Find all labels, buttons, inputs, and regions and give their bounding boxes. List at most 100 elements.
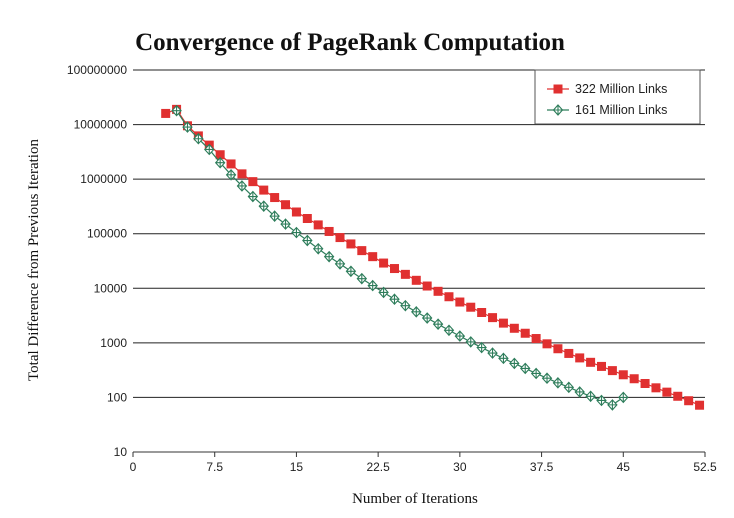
data-point [651,383,661,393]
y-tick-label: 1000000 [80,172,127,186]
data-point [553,344,563,354]
data-point [585,390,596,403]
data-point [443,324,455,337]
data-point [258,200,269,212]
data-point [433,286,443,296]
data-point [541,372,553,385]
data-point [312,242,324,255]
data-point [302,234,313,247]
data-point [368,252,378,262]
data-point [281,200,291,210]
x-axis-title: Number of Iterations [352,491,478,507]
data-point [695,400,705,410]
data-point [214,156,226,169]
data-point [586,357,596,367]
data-point [563,381,575,394]
data-point [334,258,346,270]
data-point [487,347,498,359]
data-point [477,307,487,317]
data-point [346,239,356,249]
data-point [345,265,357,278]
data-point [618,370,628,380]
data-point [421,312,433,324]
data-point [530,367,542,380]
x-tick-label: 37.5 [530,460,554,474]
data-point [270,193,280,203]
data-point [444,292,454,302]
data-point [488,313,498,323]
data-point [455,297,465,307]
data-point [607,399,618,411]
data-point [411,275,421,285]
series-line [165,108,700,406]
data-point [313,220,323,230]
data-point [684,396,694,406]
data-point [465,336,476,348]
data-point [575,353,585,363]
data-point [662,387,672,397]
legend-label-322-million-links: 322 Million Links [575,82,667,96]
legend: 322 Million Links 161 Million Links [534,69,701,125]
data-point [432,318,444,330]
data-point [335,233,345,243]
data-point [466,302,476,312]
data-point [389,264,399,274]
data-point [356,272,368,285]
data-point [215,150,225,160]
data-point [280,218,291,230]
data-point [422,281,432,291]
data-point [411,306,422,318]
data-point [596,394,607,407]
data-point [400,269,410,279]
data-point [389,293,400,306]
x-tick-label: 0 [130,460,137,474]
data-point [324,226,334,236]
data-point [302,214,312,224]
series-line [176,110,624,406]
data-point [564,348,574,358]
y-tick-label: 10000 [94,281,128,295]
data-point [204,143,215,156]
legend-square-marker [553,84,563,94]
data-point [476,341,487,354]
y-tick-labels: 10 100 1000 10000 100000 1000000 10000000 10000… [67,63,127,459]
series-322-million-links [161,104,705,410]
legend-marker-322-million-links [547,84,569,94]
data-point [400,299,411,312]
data-point [226,159,236,169]
data-point [519,362,531,375]
x-tick-label: 30 [453,460,467,474]
data-point [618,391,629,404]
x-tick-label: 7.5 [206,460,223,474]
data-point [225,168,237,181]
x-tick-labels: 0 7.5 15 22.5 30 37.5 45 52.5 [130,452,717,474]
data-point [531,334,541,344]
data-point [542,339,552,349]
data-point [161,108,171,118]
x-tick-label: 15 [290,460,304,474]
data-point [269,210,280,222]
data-point [607,366,617,376]
data-point [193,132,204,145]
legend-box [534,69,701,125]
data-point [498,318,508,328]
x-tick-label: 52.5 [693,460,717,474]
data-point [367,279,378,292]
x-tick-label: 22.5 [366,460,390,474]
legend-label-161-million-links: 161 Million Links [575,103,667,117]
data-point [454,330,466,342]
y-tick-label: 10 [114,445,128,459]
data-point [520,328,530,338]
gridlines [133,69,705,398]
data-point [640,378,650,388]
legend-diamond-marker [552,104,564,116]
data-point [378,286,389,299]
data-point [357,246,367,256]
data-point [509,323,519,333]
data-point [574,386,585,398]
data-point [291,207,301,217]
data-point [509,357,520,370]
data-point [259,185,269,195]
data-point [171,104,182,117]
